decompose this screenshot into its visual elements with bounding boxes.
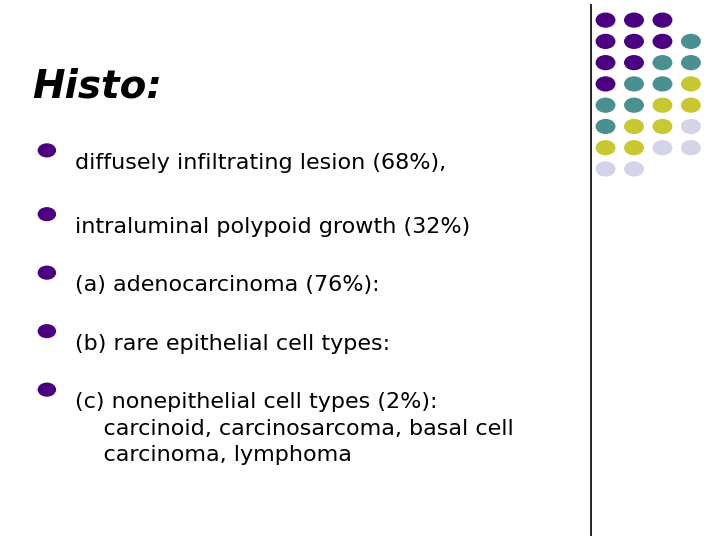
Circle shape	[596, 162, 615, 176]
Circle shape	[653, 141, 672, 154]
Circle shape	[596, 141, 615, 154]
Circle shape	[653, 56, 672, 70]
Circle shape	[653, 13, 672, 27]
Circle shape	[38, 383, 55, 396]
Text: intraluminal polypoid growth (32%): intraluminal polypoid growth (32%)	[76, 217, 471, 237]
Text: (a) adenocarcinoma (76%):: (a) adenocarcinoma (76%):	[76, 275, 380, 295]
Circle shape	[596, 98, 615, 112]
Circle shape	[653, 119, 672, 133]
Circle shape	[625, 77, 643, 91]
Circle shape	[625, 98, 643, 112]
Circle shape	[596, 56, 615, 70]
Text: diffusely infiltrating lesion (68%),: diffusely infiltrating lesion (68%),	[76, 153, 446, 173]
Circle shape	[625, 56, 643, 70]
Circle shape	[682, 119, 700, 133]
Circle shape	[682, 35, 700, 48]
Text: (c) nonepithelial cell types (2%):
    carcinoid, carcinosarcoma, basal cell
   : (c) nonepithelial cell types (2%): carci…	[76, 392, 514, 465]
Circle shape	[38, 325, 55, 338]
Circle shape	[653, 98, 672, 112]
Circle shape	[682, 56, 700, 70]
Circle shape	[653, 77, 672, 91]
Circle shape	[625, 13, 643, 27]
Circle shape	[596, 119, 615, 133]
Circle shape	[653, 35, 672, 48]
Circle shape	[596, 13, 615, 27]
Circle shape	[596, 35, 615, 48]
Circle shape	[596, 77, 615, 91]
Circle shape	[625, 162, 643, 176]
Circle shape	[682, 98, 700, 112]
Circle shape	[625, 35, 643, 48]
Text: (b) rare epithelial cell types:: (b) rare epithelial cell types:	[76, 334, 390, 354]
Circle shape	[682, 77, 700, 91]
Circle shape	[38, 208, 55, 220]
Circle shape	[38, 266, 55, 279]
Text: Histo:: Histo:	[32, 68, 163, 106]
Circle shape	[625, 119, 643, 133]
Circle shape	[682, 141, 700, 154]
Circle shape	[625, 141, 643, 154]
Circle shape	[38, 144, 55, 157]
